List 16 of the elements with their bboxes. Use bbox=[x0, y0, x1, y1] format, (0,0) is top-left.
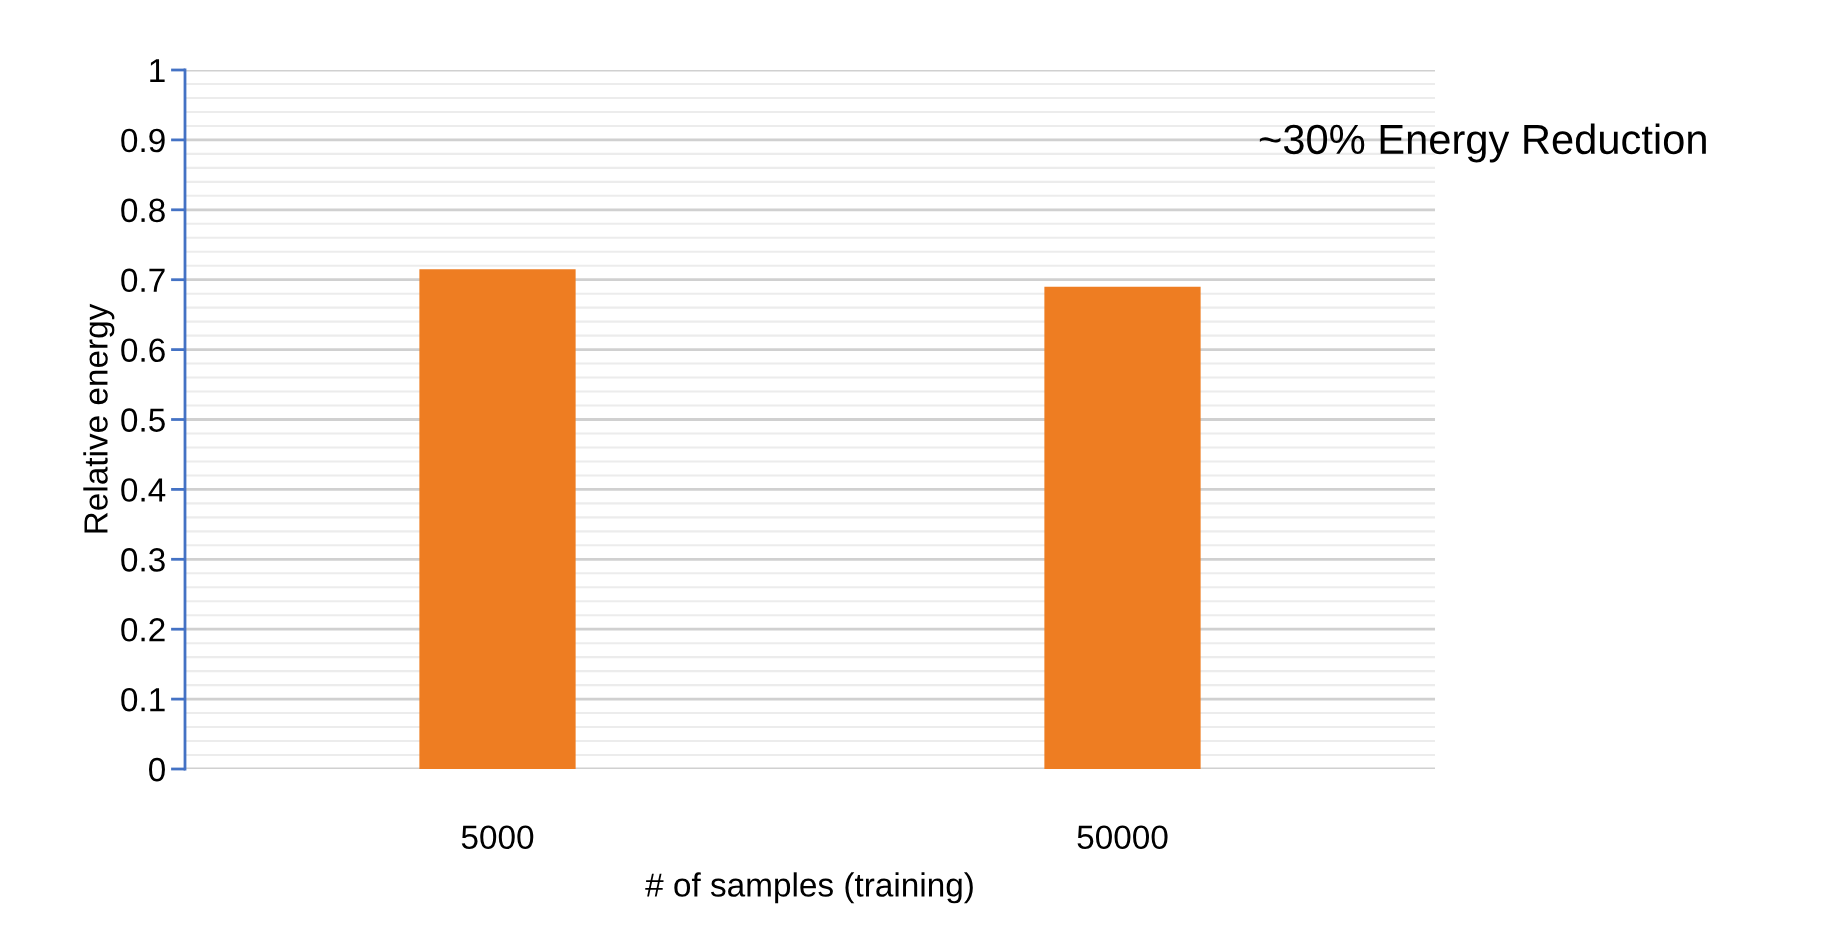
y-tick-label: 0.7 bbox=[121, 268, 165, 293]
y-axis-title: Relative energy bbox=[83, 303, 115, 533]
x-tick-label: 50000 bbox=[1077, 825, 1168, 850]
y-tick-label: 0.2 bbox=[121, 618, 165, 642]
y-tick-label: 0.5 bbox=[121, 408, 165, 432]
y-tick-label: 0 bbox=[149, 757, 165, 782]
x-axis-title: # of samples (training) bbox=[645, 872, 973, 904]
x-tick-label: 5000 bbox=[461, 825, 534, 850]
y-tick-label: 0.9 bbox=[121, 128, 165, 153]
y-tick-label: 0.4 bbox=[121, 478, 166, 502]
y-tick-label: 0.1 bbox=[121, 687, 165, 712]
y-tick-label: 0.3 bbox=[121, 548, 165, 572]
annotation: ~30% Energy Reduction bbox=[1259, 123, 1706, 163]
y-tick-label: 1 bbox=[150, 59, 165, 83]
y-tick-label: 0.8 bbox=[121, 198, 165, 223]
y-tick-label: 0.6 bbox=[121, 338, 165, 363]
